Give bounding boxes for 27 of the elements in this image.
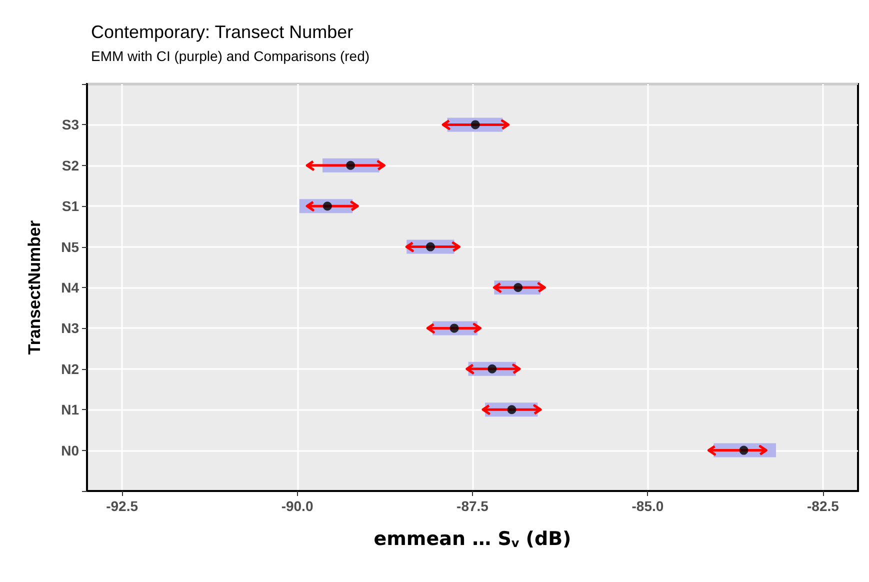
y-tick-label: S1 — [62, 198, 80, 214]
point — [507, 405, 516, 414]
y-tick-label: N4 — [61, 280, 80, 296]
point — [739, 446, 748, 455]
point — [514, 283, 523, 292]
point — [322, 202, 332, 211]
x-tick-label: -90.0 — [281, 498, 314, 514]
chart-title: Contemporary: Transect Number — [91, 22, 354, 42]
y-tick-label: S2 — [62, 157, 80, 174]
point — [470, 120, 480, 130]
point — [426, 242, 435, 252]
x-tick-label: -82.5 — [806, 498, 840, 514]
x-tick-label: -85.0 — [632, 498, 664, 514]
point — [488, 364, 497, 374]
x-tick-label: -92.5 — [106, 498, 138, 514]
y-tick-label: S3 — [62, 116, 80, 133]
chart-subtitle: EMM with CI (purple) and Comparisons (red) — [91, 48, 370, 64]
y-tick-label: N3 — [61, 320, 80, 336]
x-axis-title: emmean … Sv (dB) — [374, 528, 572, 550]
x-tick-label: -87.5 — [456, 498, 489, 514]
y-tick-label: N0 — [61, 442, 80, 458]
y-tick-label: N1 — [61, 402, 80, 418]
y-tick-label: N5 — [61, 238, 80, 255]
point — [346, 160, 356, 170]
y-axis-title: TransectNumber — [25, 220, 44, 355]
y-tick-label: N2 — [61, 360, 80, 377]
point — [450, 324, 459, 333]
